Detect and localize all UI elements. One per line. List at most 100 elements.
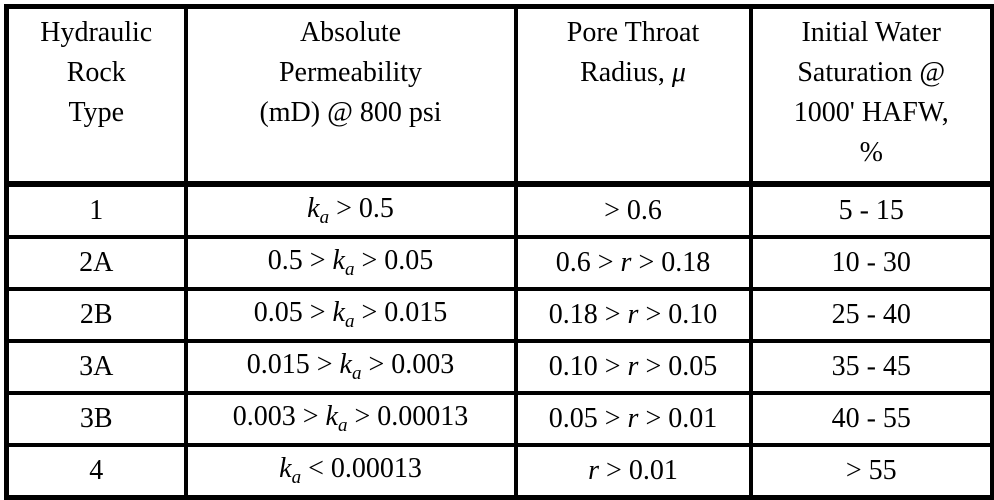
cell-text: Type xyxy=(68,97,125,128)
table-cell: ka < 0.00013 xyxy=(183,443,518,500)
text-part: > 0.01 xyxy=(638,403,718,434)
header-line: Saturation @ xyxy=(757,53,987,93)
text-part: > 0.015 xyxy=(354,297,448,328)
header-line: Rock xyxy=(13,53,180,93)
table-cell: 40 - 55 xyxy=(748,391,994,447)
table-cell: 0.18 > r > 0.10 xyxy=(513,287,753,343)
table-row: 3A 0.015 > ka > 0.003 0.10 > r > 0.05 35 - … xyxy=(4,339,994,395)
header-cell: Absolute Permeability (mD) @ 800 psi xyxy=(183,4,518,187)
text-part: a xyxy=(344,311,355,332)
table: Hydraulic Rock Type Absolute Permeability (mD… xyxy=(4,4,994,500)
text-part: k xyxy=(307,193,320,224)
table-cell: 0.6 > r > 0.18 xyxy=(513,235,753,291)
cell-text: Permeability xyxy=(278,57,423,88)
text-part: a xyxy=(344,259,355,280)
text-part: 0.05 > xyxy=(548,403,628,434)
text-part: > 0.5 xyxy=(329,193,394,224)
table-cell: 25 - 40 xyxy=(748,287,994,343)
cell-text: (mD) @ 800 psi xyxy=(259,97,442,128)
header-line: Hydraulic xyxy=(13,13,180,53)
text-part: μ xyxy=(671,57,686,88)
text-part: r xyxy=(588,455,600,486)
cell-text: 10 - 30 xyxy=(831,247,911,278)
text-part: r xyxy=(620,247,632,278)
text-part: > 0.01 xyxy=(599,455,678,486)
cell-text: 25 - 40 xyxy=(831,299,911,330)
table-cell: > 55 xyxy=(748,443,994,500)
cell-text: 1 xyxy=(89,195,104,226)
cell-text: Pore Throat xyxy=(566,17,700,48)
text-part: > 0.10 xyxy=(638,299,718,330)
table-row: 3B 0.003 > ka > 0.00013 0.05 > r > 0.01 40 … xyxy=(4,391,994,447)
header-line: Pore Throat xyxy=(522,13,745,53)
table-cell: r > 0.01 xyxy=(513,443,753,500)
text-part: 0.05 > xyxy=(253,297,333,328)
header-line: % xyxy=(757,133,987,173)
table-cell: 0.003 > ka > 0.00013 xyxy=(183,391,518,447)
cell-text: 2A xyxy=(79,247,114,278)
text-part: k xyxy=(279,453,292,484)
text-part: r xyxy=(627,351,639,382)
text-part: a xyxy=(291,467,302,488)
header-cell: Pore Throat Radius, μ xyxy=(513,4,753,187)
header-cell: Hydraulic Rock Type xyxy=(4,4,188,187)
table-cell: 0.10 > r > 0.05 xyxy=(513,339,753,395)
cell-text: 2B xyxy=(79,299,113,330)
cell-text: 35 - 45 xyxy=(831,351,911,382)
cell-text: 1000' HAFW, xyxy=(793,97,949,128)
table-cell: 35 - 45 xyxy=(748,339,994,395)
table-row: 1 ka > 0.5 > 0.6 5 - 15 xyxy=(4,182,994,239)
cell-text: 40 - 55 xyxy=(831,403,911,434)
text-part: k xyxy=(332,297,345,328)
header-line: (mD) @ 800 psi xyxy=(192,93,510,133)
text-part: > 0.05 xyxy=(354,245,434,276)
table-cell: 0.05 > ka > 0.015 xyxy=(183,287,518,343)
header-line: Type xyxy=(13,93,180,133)
text-part: 0.015 > xyxy=(246,349,340,380)
text-part: > 0.00013 xyxy=(347,401,469,432)
table-cell: ka > 0.5 xyxy=(183,182,518,239)
header-line: Permeability xyxy=(192,53,510,93)
text-part: 0.6 > xyxy=(555,247,621,278)
text-part: 0.5 > xyxy=(267,245,333,276)
text-part: > 0.18 xyxy=(631,247,711,278)
table-cell: 0.015 > ka > 0.003 xyxy=(183,339,518,395)
cell-text: Hydraulic xyxy=(40,17,153,48)
text-part: r xyxy=(627,403,639,434)
text-part: k xyxy=(339,349,352,380)
text-part: 0.18 > xyxy=(548,299,628,330)
cell-text: 3B xyxy=(79,403,113,434)
table-cell: 10 - 30 xyxy=(748,235,994,291)
table-cell: 4 xyxy=(4,443,188,500)
cell-text: > 55 xyxy=(845,455,897,486)
table-cell: 5 - 15 xyxy=(748,182,994,239)
cell-text: 5 - 15 xyxy=(838,195,904,226)
header-line: Radius, μ xyxy=(522,53,745,93)
header-line: Absolute xyxy=(192,13,510,53)
text-part: > 0.05 xyxy=(638,351,718,382)
text-part: k xyxy=(332,245,345,276)
cell-text: Saturation @ xyxy=(797,57,946,88)
header-line: Initial Water xyxy=(757,13,987,53)
text-part: Radius, xyxy=(580,57,672,88)
text-part: 0.003 > xyxy=(232,401,326,432)
cell-text: > 0.6 xyxy=(604,195,662,226)
table-body: 1 ka > 0.5 > 0.6 5 - 15 2A 0.5 > ka > 0.05 0.6… xyxy=(4,182,994,500)
table-cell: 2B xyxy=(4,287,188,343)
table-cell: 2A xyxy=(4,235,188,291)
cell-text: Rock xyxy=(66,57,126,88)
header-row: Hydraulic Rock Type Absolute Permeability (mD… xyxy=(4,4,994,187)
table-cell: 3A xyxy=(4,339,188,395)
text-part: < 0.00013 xyxy=(301,453,422,484)
cell-text: 4 xyxy=(89,455,104,486)
cell-text: Initial Water xyxy=(801,17,941,48)
table-cell: 0.05 > r > 0.01 xyxy=(513,391,753,447)
text-part: a xyxy=(319,207,330,228)
text-part: r xyxy=(627,299,639,330)
text-part: a xyxy=(351,363,362,384)
table-row: 4 ka < 0.00013 r > 0.01 > 55 xyxy=(4,443,994,500)
text-part: k xyxy=(325,401,338,432)
cell-text: 3A xyxy=(79,351,114,382)
table-cell: 3B xyxy=(4,391,188,447)
